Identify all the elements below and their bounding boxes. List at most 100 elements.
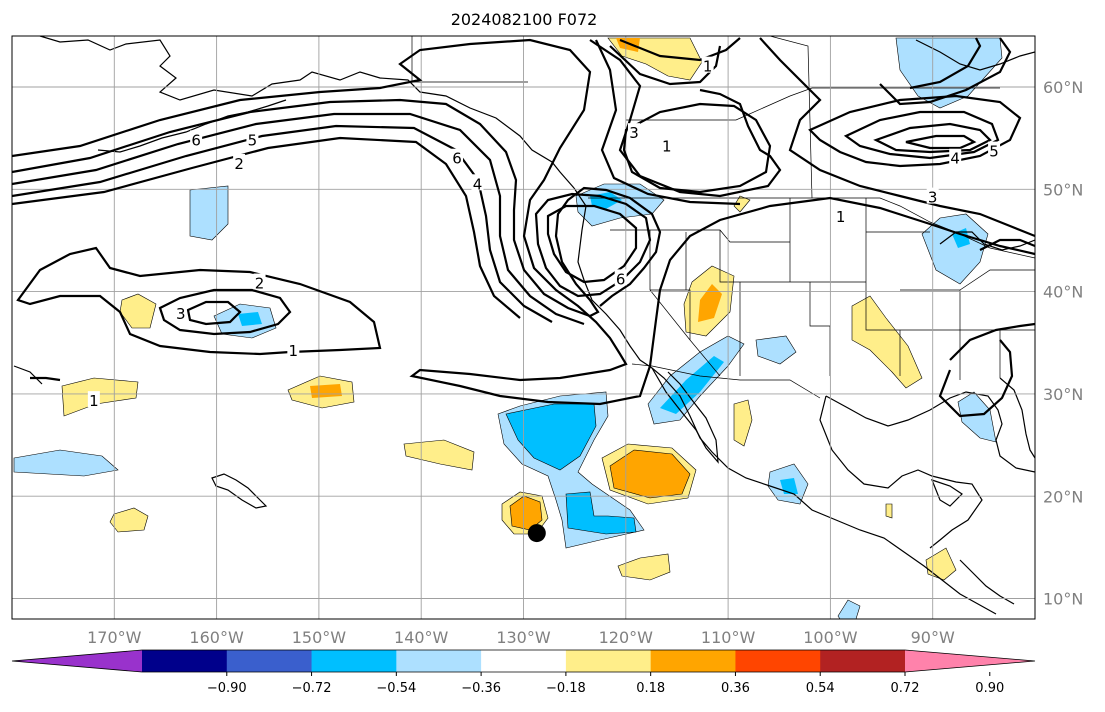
shade-neg-southwest [755, 335, 797, 365]
shade-neg2-tropics-s [565, 491, 637, 535]
shade-pos-baja [733, 195, 751, 213]
shade-pos2-socal-low [609, 449, 691, 499]
contour-label-background [190, 130, 203, 147]
contour-label: 5 [989, 143, 999, 161]
colorbar-tick-label: −0.18 [546, 681, 586, 696]
contour-label: 2 [234, 155, 244, 173]
contour-label-background [627, 123, 640, 140]
contour-1-main [12, 38, 1035, 406]
contour-alaska-ridge3 [609, 45, 722, 86]
contour-label-background [701, 56, 714, 73]
shade-pos-small [885, 503, 893, 519]
coast-west [573, 187, 997, 615]
shade-pos-texas [851, 295, 923, 389]
contour-label: 1 [289, 342, 299, 360]
colorbar-segment [396, 650, 482, 672]
coast-yucatan [930, 479, 963, 507]
latitude-label: 50°N [1043, 180, 1083, 199]
contour-label: 3 [176, 305, 186, 323]
coast-hawaii [211, 473, 268, 509]
contour-2-loop [158, 288, 292, 336]
coast-baja [651, 367, 719, 464]
contour-label: 1 [89, 392, 99, 410]
contour-label-background [87, 391, 100, 408]
shade-pos2-rockies [698, 284, 722, 322]
contour-label-background [471, 174, 484, 191]
shade-pos-guatemala [925, 547, 957, 581]
colorbar-tick-label: −0.36 [461, 681, 501, 696]
longitude-label: 150°W [292, 628, 347, 647]
colorbar-outline [11, 649, 1036, 673]
colorbar-segment [311, 650, 397, 672]
border-states [610, 198, 1035, 380]
contour-alaska-ridge2 [619, 37, 741, 62]
shade-neg2-mexico [660, 356, 724, 414]
contour-label-background [233, 153, 246, 170]
contour-label: 4 [473, 175, 483, 193]
contour-label: 6 [616, 270, 626, 288]
coast-mexico-gulf [819, 395, 983, 549]
location-marker [527, 524, 546, 543]
longitude-label: 90°W [911, 628, 955, 647]
contour-east-high3 [873, 122, 992, 154]
contour-1-sw-loop [16, 246, 382, 356]
contour-label-background [834, 207, 847, 224]
longitude-label: 160°W [189, 628, 244, 647]
contour-label-background [614, 269, 627, 286]
contour-3-loop [186, 300, 242, 326]
colorbar-segment [650, 650, 736, 672]
colorbar-tick-label: −0.90 [207, 681, 247, 696]
border-us-canada [588, 197, 1035, 259]
contour-label: 6 [452, 150, 462, 168]
contour-pnw-inner2 [546, 204, 638, 284]
contour-label-background [988, 141, 1001, 158]
latitude-label: 40°N [1043, 283, 1083, 302]
coast-hudson [915, 39, 1035, 71]
colorbar-tick-label: 0.54 [806, 681, 835, 696]
contour-label-background [287, 341, 300, 358]
coast-pacific-small [13, 365, 43, 385]
longitude-label: 140°W [394, 628, 449, 647]
contour-east-ne [879, 37, 1012, 106]
border-canada-provinces [626, 36, 1000, 199]
map-title: 2024082100 F072 [450, 10, 598, 29]
contour-label-background [246, 130, 259, 147]
contour-gulf-loop [949, 322, 1035, 361]
contour-label: 6 [191, 131, 201, 149]
colorbar-segment [142, 650, 228, 672]
contour-east-high4 [905, 134, 977, 150]
colorbar-tick-label: 0.18 [636, 681, 665, 696]
coastlines [13, 36, 1035, 615]
contour-label: 5 [248, 131, 258, 149]
contour-label: 1 [662, 137, 672, 155]
shade-neg-tropics-w [13, 449, 119, 477]
colorbar-segment [820, 650, 906, 672]
contour-east-1 [759, 37, 1035, 238]
longitude-label: 130°W [496, 628, 551, 647]
contour-greatlakes [979, 238, 1035, 251]
latitude-label: 60°N [1043, 78, 1083, 97]
coast-florida [999, 377, 1035, 459]
shade-pos-hawaii-s [109, 507, 149, 533]
colorbar-segment [226, 650, 313, 672]
contour-label-background [949, 148, 962, 165]
contour-label-background [451, 148, 464, 165]
longitude-label: 170°W [87, 628, 142, 647]
shade-neg-pacific-north [189, 185, 229, 241]
latitude-label: 20°N [1043, 487, 1083, 506]
colorbar-segment [735, 650, 821, 672]
shade-pos-hawaii-n [61, 377, 139, 417]
contour-label: 3 [928, 189, 938, 207]
contour-label: 2 [255, 275, 265, 293]
longitude-label: 100°W [803, 628, 858, 647]
contour-east-high2 [843, 110, 1000, 160]
contour-label: 1 [703, 58, 713, 76]
shade-pos-baja-s [733, 399, 753, 447]
contour-alaska-ridge [589, 39, 782, 198]
contour-6-west [12, 136, 521, 319]
graticule [12, 36, 1035, 619]
contour-label: 4 [950, 150, 960, 168]
